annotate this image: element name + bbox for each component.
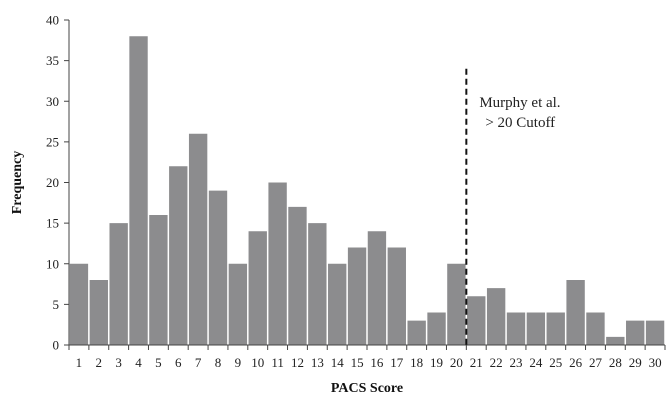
- y-tick-label: 25: [46, 134, 59, 149]
- bar: [447, 263, 466, 345]
- y-axis-title: Frequency: [10, 151, 25, 215]
- x-tick-label: 1: [76, 355, 83, 370]
- x-tick-label: 23: [510, 355, 523, 370]
- bar: [149, 215, 168, 345]
- x-tick-label: 8: [215, 355, 222, 370]
- x-tick-label: 26: [569, 355, 583, 370]
- x-axis-title: PACS Score: [331, 381, 403, 396]
- bar: [248, 231, 267, 345]
- y-axis: 0 5 10 15 20 25 30 35 40: [46, 13, 70, 353]
- x-tick-label: 20: [450, 355, 463, 370]
- bar: [169, 166, 188, 345]
- bar: [626, 320, 645, 345]
- x-tick-label: 30: [649, 355, 662, 370]
- x-tick-label: 22: [490, 355, 503, 370]
- bar: [188, 133, 208, 345]
- x-tick-label: 10: [251, 355, 264, 370]
- x-tick-label: 27: [589, 355, 603, 370]
- x-tick-label: 11: [271, 355, 284, 370]
- bar: [586, 312, 605, 345]
- x-tick-label: 28: [609, 355, 622, 370]
- x-tick-label: 25: [549, 355, 562, 370]
- y-tick-label: 10: [46, 256, 59, 271]
- bar: [606, 336, 625, 345]
- bar: [308, 223, 327, 345]
- x-tick-label: 19: [430, 355, 443, 370]
- bar: [566, 280, 585, 345]
- x-tick-label: 18: [410, 355, 423, 370]
- y-tick-label: 30: [46, 94, 59, 109]
- x-tick-label: 15: [351, 355, 364, 370]
- x-tick-label: 13: [311, 355, 324, 370]
- bar: [129, 36, 148, 345]
- bar: [328, 263, 347, 345]
- bar: [467, 296, 486, 345]
- y-tick-label: 20: [46, 175, 59, 190]
- bar: [89, 280, 108, 345]
- bar: [347, 247, 367, 345]
- bar: [109, 223, 128, 345]
- y-tick-label: 15: [46, 216, 59, 231]
- bar: [208, 190, 228, 345]
- x-tick-label: 29: [629, 355, 642, 370]
- x-tick-label: 4: [135, 355, 142, 370]
- bar: [268, 182, 287, 345]
- x-tick-label: 2: [96, 355, 103, 370]
- x-tick-label: 7: [195, 355, 202, 370]
- bar: [645, 320, 665, 345]
- x-tick-label: 9: [235, 355, 242, 370]
- x-tick-label: 21: [470, 355, 483, 370]
- x-tick-label: 3: [115, 355, 122, 370]
- bar: [228, 263, 248, 345]
- bar: [506, 312, 526, 345]
- x-tick-label: 14: [331, 355, 345, 370]
- y-tick-label: 40: [46, 13, 59, 28]
- x-tick-label: 6: [175, 355, 182, 370]
- x-tick-label: 12: [291, 355, 304, 370]
- bar: [486, 288, 506, 345]
- bar: [427, 312, 446, 345]
- x-tick-label: 17: [390, 355, 404, 370]
- x-tick-label: 16: [370, 355, 384, 370]
- bar: [387, 247, 406, 345]
- y-tick-label: 0: [53, 338, 60, 353]
- bar: [546, 312, 565, 345]
- bar: [526, 312, 546, 345]
- x-tick-label: 5: [155, 355, 162, 370]
- y-tick-label: 5: [53, 297, 60, 312]
- cutoff-marker: Murphy et al. > 20 Cutoff: [465, 68, 561, 345]
- bar: [367, 231, 387, 345]
- x-tick-label: 24: [529, 355, 543, 370]
- cutoff-label: > 20 Cutoff: [485, 115, 555, 131]
- bars: [69, 36, 665, 345]
- x-axis: 1 2 3 4 5 6 7 8 9 10 11 12 13 14 15 16 17 18 19 20 21 22 23 24 2…: [68, 344, 666, 370]
- y-tick-label: 35: [46, 53, 59, 68]
- cutoff-label: Murphy et al.: [479, 95, 560, 111]
- bar: [69, 263, 89, 345]
- bar: [288, 206, 307, 345]
- bar: [407, 320, 426, 345]
